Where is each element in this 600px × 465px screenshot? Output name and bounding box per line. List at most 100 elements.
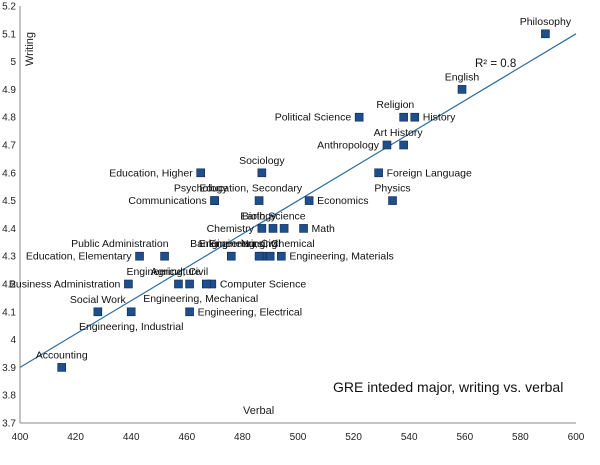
data-point xyxy=(254,251,264,261)
data-point xyxy=(254,196,264,205)
point-label: Chemistry xyxy=(207,223,255,235)
x-tick-label: 480 xyxy=(234,432,251,443)
point-label: Social Work xyxy=(70,294,127,306)
x-tick-label: 520 xyxy=(345,432,362,443)
point-label: Education, Elementary xyxy=(26,251,132,263)
data-point xyxy=(257,168,267,178)
x-tick-label: 560 xyxy=(456,432,473,443)
y-tick-label: 3.7 xyxy=(2,419,16,430)
point-label: Engineering, Civil xyxy=(199,238,281,250)
data-point xyxy=(210,196,219,205)
y-tick-label: 3.9 xyxy=(2,363,16,374)
point-label: Nursing xyxy=(241,238,277,250)
data-point xyxy=(196,168,205,178)
data-point xyxy=(265,251,275,261)
data-point xyxy=(299,224,308,233)
data-point xyxy=(388,196,397,205)
y-axis-title: Writing xyxy=(24,32,36,66)
x-tick-label: 440 xyxy=(123,432,140,443)
x-tick-label: 540 xyxy=(401,432,418,443)
data-point xyxy=(93,307,103,317)
data-point xyxy=(226,251,236,261)
data-point xyxy=(410,112,420,122)
y-tick-label: 4.9 xyxy=(2,85,16,96)
data-point xyxy=(57,363,67,372)
point-label: Agriculture xyxy=(151,266,201,278)
point-label: Biology xyxy=(242,210,277,222)
point-label: Sociology xyxy=(239,155,285,167)
data-points xyxy=(57,29,550,372)
data-point xyxy=(268,224,278,233)
point-label: Engineering, Industrial xyxy=(79,321,183,333)
x-tick-label: 400 xyxy=(12,432,29,443)
point-label: Religion xyxy=(376,99,414,111)
data-point xyxy=(257,224,267,233)
y-tick-label: 4.6 xyxy=(2,168,16,179)
x-tick-label: 420 xyxy=(67,432,84,443)
data-point xyxy=(126,307,136,317)
data-point xyxy=(124,279,133,289)
data-point xyxy=(541,29,550,39)
data-point xyxy=(201,279,211,289)
y-tick-label: 4.5 xyxy=(2,196,16,207)
point-label: Math xyxy=(312,223,336,235)
x-tick-label: 460 xyxy=(178,432,195,443)
point-labels: Philosophy English Religion History Politica… xyxy=(9,16,572,362)
data-point xyxy=(135,251,144,261)
y-tick-label: 4.2 xyxy=(2,280,16,291)
data-point xyxy=(399,112,408,122)
x-axis-title: Verbal xyxy=(243,405,274,417)
point-label: Communications xyxy=(128,195,206,207)
x-tick-label: 600 xyxy=(568,432,585,443)
data-point xyxy=(160,251,169,261)
r-squared-label: R² = 0.8 xyxy=(475,58,516,70)
point-label: Philosophy xyxy=(520,16,572,28)
y-tick-label: 5.1 xyxy=(2,29,16,40)
data-point xyxy=(382,140,392,150)
point-label: Engineering, Civil xyxy=(126,266,208,278)
point-label: Education, Higher xyxy=(109,167,193,179)
y-tick-label: 4 xyxy=(10,335,16,346)
data-point xyxy=(185,279,194,289)
point-label: Accounting xyxy=(36,349,88,361)
point-label: Foreign Language xyxy=(387,167,472,179)
point-label: Anthropology xyxy=(317,140,380,152)
data-point xyxy=(457,85,467,94)
y-tick-label: 4.7 xyxy=(2,141,16,152)
y-tick-label: 5 xyxy=(10,57,16,68)
point-label: Engineering, Materials xyxy=(289,251,393,263)
point-label: Public Administration xyxy=(71,238,169,250)
point-label: Engineering, Electrical xyxy=(198,306,302,318)
point-label: Psychology xyxy=(174,183,228,195)
point-label: Political Science xyxy=(275,112,352,124)
data-point xyxy=(304,196,314,205)
point-label: Business Administration xyxy=(9,279,121,291)
point-label: Computer Science xyxy=(220,279,307,291)
point-label: Engineering, Mechanical xyxy=(143,293,258,305)
point-label: Engineering, Chemical xyxy=(209,238,315,250)
x-tick-label: 580 xyxy=(512,432,529,443)
plot-frame xyxy=(19,6,576,424)
chart-title: GRE inteded major, writing vs. verbal xyxy=(333,379,563,395)
x-tick-labels: 400 420 440 460 480 500 520 540 560 580 600 xyxy=(12,432,585,443)
y-tick-label: 3.8 xyxy=(2,391,16,402)
point-label: History xyxy=(423,112,456,124)
data-point xyxy=(354,112,364,122)
data-point xyxy=(279,224,289,233)
data-point xyxy=(174,279,183,289)
y-tick-label: 5.2 xyxy=(2,2,16,13)
point-label: Physics xyxy=(374,183,410,195)
point-label: Banking xyxy=(190,238,228,250)
data-point xyxy=(399,140,408,150)
point-label: Education, Secondary xyxy=(199,183,302,195)
data-point xyxy=(185,307,194,317)
data-point xyxy=(374,168,383,178)
trendline xyxy=(19,33,577,368)
y-tick-label: 4.4 xyxy=(2,224,16,235)
point-label: English xyxy=(445,71,480,83)
y-tick-labels: 3.7 3.8 3.9 4 4.1 4.2 4.3 4.4 4.5 4.6 4.7 4.8 4.9 5 5.… xyxy=(2,2,16,430)
y-tick-label: 4.3 xyxy=(2,252,16,263)
point-label: Art History xyxy=(374,127,424,139)
y-tick-label: 4.8 xyxy=(2,113,16,124)
